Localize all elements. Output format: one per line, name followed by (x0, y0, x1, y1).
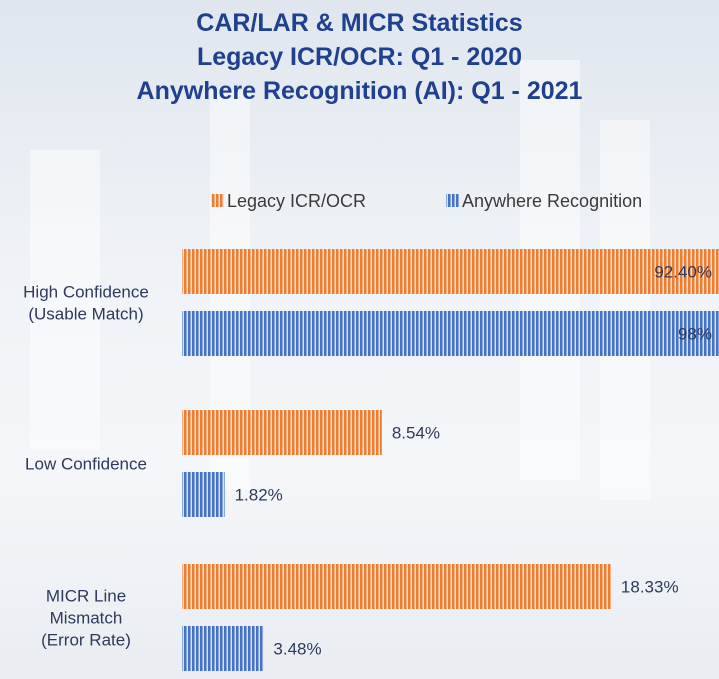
title-line-1: CAR/LAR & MICR Statistics (196, 9, 523, 37)
bar-legacy-2 (182, 564, 611, 609)
category-label-2-1: Mismatch (50, 609, 123, 628)
legend-label-anywhere: Anywhere Recognition (462, 191, 642, 211)
category-label-2-0: MICR Line (46, 587, 126, 606)
value-label-anywhere-1: 1.82% (235, 486, 283, 505)
legend-label-legacy: Legacy ICR/OCR (227, 191, 366, 211)
value-label-legacy-0: 92.40% (654, 263, 712, 282)
category-label-2-2: (Error Rate) (41, 631, 131, 650)
legend-swatch-anywhere (446, 194, 459, 207)
bar-anywhere-0 (182, 311, 719, 356)
value-label-legacy-2: 18.33% (621, 578, 679, 597)
bar-anywhere-1 (182, 472, 225, 517)
title-line-3: Anywhere Recognition (AI): Q1 - 2021 (136, 77, 583, 105)
value-label-anywhere-2: 3.48% (273, 640, 321, 659)
bar-legacy-0 (182, 249, 719, 294)
legend: Legacy ICR/OCR Anywhere Recognition (211, 191, 642, 211)
value-label-legacy-1: 8.54% (392, 424, 440, 443)
chart-title: CAR/LAR & MICR Statistics Legacy ICR/OCR… (0, 6, 719, 108)
category-label-0-1: (Usable Match) (28, 305, 143, 324)
category-label-0-0: High Confidence (23, 283, 149, 302)
bars (182, 249, 719, 671)
bar-anywhere-2 (182, 626, 264, 671)
bar-legacy-1 (182, 410, 382, 455)
category-labels: High Confidence (Usable Match) Low Confide… (23, 283, 149, 650)
title-line-2: Legacy ICR/OCR: Q1 - 2020 (196, 43, 523, 71)
legend-swatch-legacy (211, 194, 224, 207)
category-label-1-0: Low Confidence (25, 455, 147, 474)
value-labels: 92.40% 98% 8.54% 1.82% 18.33% 3.48% (235, 263, 712, 659)
value-label-anywhere-0: 98% (678, 325, 712, 344)
